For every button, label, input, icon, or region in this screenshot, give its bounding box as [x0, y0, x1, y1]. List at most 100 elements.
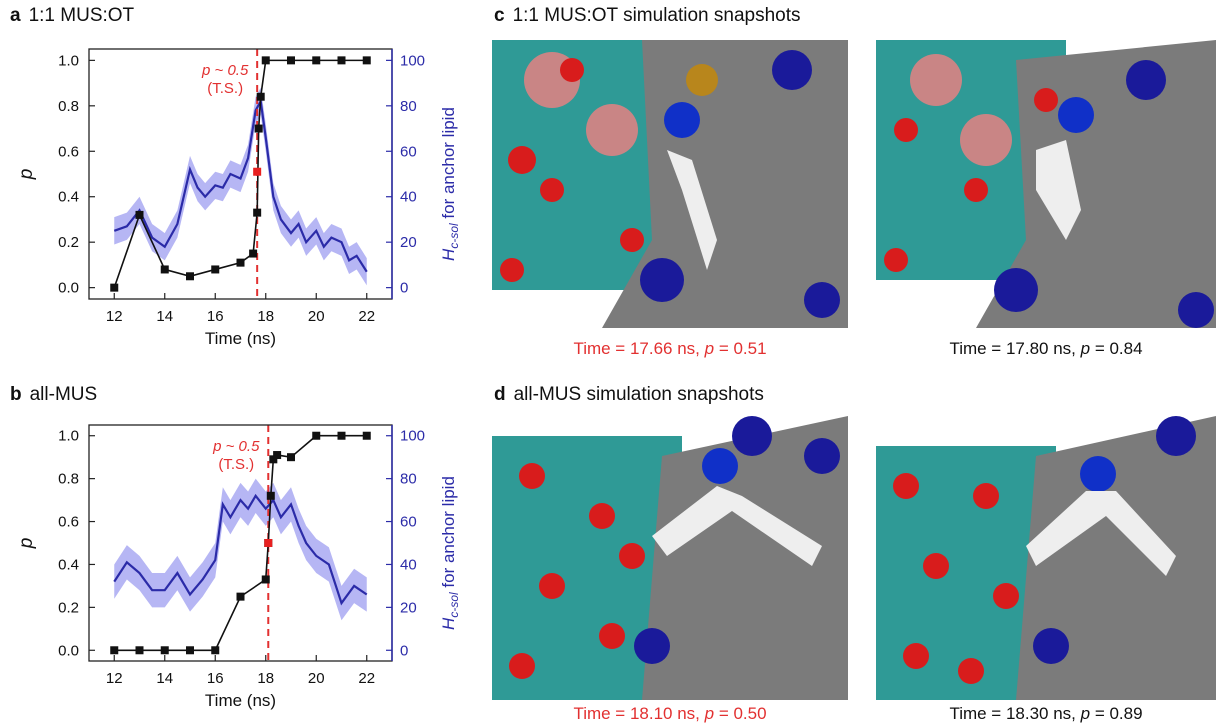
chart-b-p-marker: [261, 575, 270, 584]
chart-a-p-marker: [186, 272, 194, 281]
panel-d-title-text: all-MUS simulation snapshots: [513, 384, 764, 405]
panel-a-title-text: 1:1 MUS:OT: [28, 5, 135, 26]
snapshot-d-left: [492, 416, 848, 700]
chart-a-ytick-label: 0.6: [58, 143, 79, 160]
chart-a-y2tick-label: 80: [400, 98, 417, 115]
chart-a-p-marker: [254, 124, 263, 133]
chart-b-y2tick-label: 40: [400, 556, 417, 573]
chart-a-p-marker: [261, 56, 270, 65]
snapshot-c-right-image: [876, 40, 1216, 328]
panel-d-title: d all-MUS simulation snapshots: [494, 384, 764, 406]
panel-d-letter: d: [494, 384, 506, 405]
panel-c-title-text: 1:1 MUS:OT simulation snapshots: [512, 5, 801, 26]
chart-b-ts-label-1: p ~ 0.5: [212, 438, 260, 455]
chart-a-p-marker: [253, 208, 262, 217]
chart-b-ytick-label: 0.6: [58, 514, 79, 531]
snapshot-c-left-image: [492, 40, 848, 328]
chart-a-group: p ~ 0.5(T.S.) 12 14 16 18 20 22 0.0 0.2 0.4 0.6 0.8…: [16, 48, 461, 348]
chart-b-y2label-rest: for anchor lipid: [439, 476, 458, 592]
caption-c-right-p: p: [1080, 339, 1091, 358]
chart-b-ytick-label: 0.0: [58, 642, 79, 659]
chart-a-ylabel: p: [16, 169, 37, 181]
chart-a-p-marker: [256, 92, 265, 101]
chart-b-p-marker: [110, 646, 119, 655]
chart-b-p-marker: [211, 646, 220, 655]
chart-b-xtick-label: 12: [106, 670, 123, 687]
snapshot-d-left-image: [492, 416, 848, 700]
chart-a-hcsol-band: [114, 87, 367, 286]
panel-a-letter: a: [10, 5, 21, 26]
chart-a-xtick-label: 20: [308, 308, 325, 325]
panel-b-title: b all-MUS: [10, 384, 97, 406]
chart-a-hcsol-line: [113, 97, 368, 273]
caption-c-left-p: p: [704, 339, 715, 358]
chart-a-y2label-main: H: [439, 248, 458, 261]
caption-d-left: Time = 18.10 ns, p = 0.50: [492, 704, 848, 724]
chart-a-y2label-rest: for anchor lipid: [439, 107, 458, 223]
chart-a-y2tick-label: 0: [400, 280, 408, 297]
chart-a-y2label: Hc-sol for anchor lipid: [439, 107, 461, 261]
chart-b-hcsol-line: [113, 493, 368, 606]
chart-a-p-marker: [337, 56, 346, 65]
caption-c-right-prefix: Time = 17.80 ns,: [949, 339, 1081, 358]
panel-a-title: a 1:1 MUS:OT: [10, 5, 134, 27]
chart-a-xlabel: Time (ns): [205, 329, 276, 348]
chart-b-y2tick-label: 80: [400, 471, 417, 488]
caption-d-left-prefix: Time = 18.10 ns,: [573, 704, 705, 723]
chart-a-y2tick-label: 60: [400, 143, 417, 160]
chart-b-ytick-label: 0.4: [58, 556, 79, 573]
chart-a-ytick-label: 0.0: [58, 280, 79, 297]
chart-b-p-marker: [312, 431, 321, 440]
chart-a-p-marker: [312, 56, 321, 65]
chart-a-xtick-label: 12: [106, 308, 123, 325]
chart-b-y2label-main: H: [439, 617, 458, 630]
chart-b-y2tick-label: 60: [400, 514, 417, 531]
chart-b-ytick-label: 0.2: [58, 599, 79, 616]
chart-b-xlabel: Time (ns): [205, 691, 276, 710]
chart-b-p-marker: [236, 592, 245, 601]
chart-b-ylabel: p: [16, 538, 37, 550]
chart-a-ytick-label: 0.8: [58, 98, 79, 115]
chart-b-xtick-label: 20: [308, 670, 325, 687]
caption-d-right-p: p: [1080, 704, 1091, 723]
chart-a-y2tick-label: 20: [400, 234, 417, 251]
snapshot-d-right: [876, 416, 1216, 700]
panel-c-letter: c: [494, 5, 505, 26]
chart-a-ts-label-2: (T.S.): [207, 80, 243, 97]
chart-a-ytick-label: 0.2: [58, 234, 79, 251]
panel-c-title: c 1:1 MUS:OT simulation snapshots: [494, 5, 801, 27]
chart-a-p-marker: [211, 265, 220, 274]
chart-a-xtick-label: 14: [156, 308, 173, 325]
caption-d-right-value: = 0.89: [1090, 704, 1143, 723]
chart-a-y2label-sub: c-sol: [447, 223, 461, 249]
chart-a-ytick-label: 0.4: [58, 189, 79, 206]
chart-a-p-marker: [287, 56, 295, 65]
caption-c-left: Time = 17.66 ns, p = 0.51: [492, 339, 848, 359]
caption-d-left-value: = 0.50: [714, 704, 767, 723]
chart-b-xtick-label: 16: [207, 670, 224, 687]
chart-a-xtick-label: 18: [257, 308, 274, 325]
snapshot-d-right-image: [876, 416, 1216, 700]
chart-b-group: p ~ 0.5(T.S.) 12 14 16 18 20 22 0.0 0.2 0.4 0.6 0.8…: [16, 424, 461, 710]
chart-b-p-marker: [269, 455, 278, 464]
caption-c-right: Time = 17.80 ns, p = 0.84: [876, 339, 1216, 359]
chart-a-xtick-label: 16: [207, 308, 224, 325]
chart-b-p-marker: [362, 431, 371, 440]
caption-d-left-p: p: [704, 704, 715, 723]
chart-a-ts-label-1: p ~ 0.5: [201, 62, 249, 79]
chart-a-p-marker: [362, 56, 371, 65]
chart-b-ts-label-2: (T.S.): [218, 456, 254, 473]
chart-b-p-marker: [273, 451, 282, 460]
caption-d-right: Time = 18.30 ns, p = 0.89: [876, 704, 1216, 724]
chart-a-p-marker: [236, 258, 245, 267]
chart-a-y2tick-label: 40: [400, 189, 417, 206]
chart-b-p-marker: [160, 646, 169, 655]
chart-b-y2tick-label: 100: [400, 428, 425, 445]
chart-b-ytick-label: 0.8: [58, 471, 79, 488]
chart-a-y2tick-label: 100: [400, 52, 425, 69]
chart-b-p-marker: [266, 491, 275, 500]
chart-a-p-marker: [249, 249, 258, 258]
chart-b-xtick-label: 18: [257, 670, 274, 687]
chart-a-p-marker: [110, 283, 119, 292]
